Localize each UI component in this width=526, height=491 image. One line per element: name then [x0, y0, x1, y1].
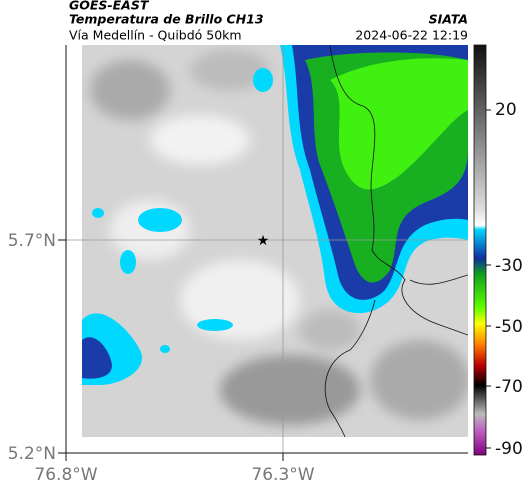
colorbar	[473, 44, 487, 456]
colorbar-label: -70	[495, 377, 523, 397]
location-star: ★	[257, 233, 270, 249]
cloud-patch	[253, 68, 273, 92]
satellite-image	[82, 45, 468, 437]
cloud-patch	[120, 250, 136, 274]
cloud-patch	[197, 319, 233, 331]
subtitle: Vía Medellín - Quibdó 50km	[69, 28, 242, 43]
datetime: 2024-06-22 12:19	[355, 28, 468, 43]
organization: SIATA	[429, 12, 468, 27]
lat-label: 5.7°N	[8, 231, 56, 251]
cloud-patch	[160, 345, 170, 353]
colorbar-label: 20	[495, 100, 517, 120]
lat-label: 5.2°N	[8, 444, 56, 464]
deep-convection-core	[330, 58, 468, 190]
lon-label: 76.8°W	[34, 465, 97, 485]
title: Temperatura de Brillo CH13	[69, 12, 264, 27]
source: GOES-EAST	[69, 0, 150, 13]
cloud-patch	[138, 208, 182, 232]
lon-label: 76.3°W	[251, 465, 314, 485]
colorbar-label: -50	[495, 317, 523, 337]
colorbar-label: -30	[495, 256, 523, 276]
boundary-lines	[324, 45, 468, 437]
cloud-sw-core	[82, 337, 112, 379]
colorbar-ticks	[486, 109, 491, 449]
colorbar-label: -90	[495, 439, 523, 459]
cloud-patch	[92, 208, 104, 218]
